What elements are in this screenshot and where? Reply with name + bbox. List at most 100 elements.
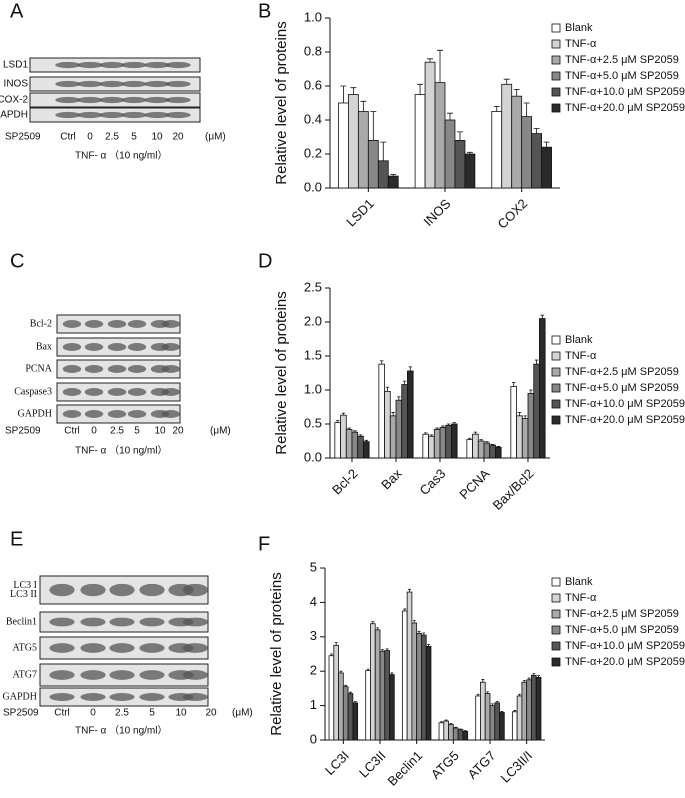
bar <box>357 435 364 459</box>
legend-label: TNF-α <box>565 350 597 362</box>
blot-band <box>182 643 208 653</box>
bar <box>401 610 408 741</box>
blot-band <box>182 617 208 627</box>
bar <box>539 318 546 459</box>
bar <box>377 160 389 189</box>
error-bar <box>473 431 478 435</box>
treatment-label: SP2509 <box>3 708 39 719</box>
blot-band <box>127 388 147 396</box>
error-bar <box>437 49 444 83</box>
error-bar <box>408 588 411 593</box>
blot-band <box>49 693 75 701</box>
bar <box>516 415 523 459</box>
error-bar <box>350 87 357 95</box>
error-bar <box>459 728 462 730</box>
error-bar <box>446 423 451 426</box>
y-tick-label: 0.0 <box>304 179 322 194</box>
x-tick-label: INOS <box>420 196 453 229</box>
bar <box>516 695 523 741</box>
blot-band <box>182 583 208 597</box>
x-tick-label: Cas3 <box>416 466 448 498</box>
bar <box>395 399 403 459</box>
y-tick-label: 0 <box>310 731 317 746</box>
bar <box>387 175 399 189</box>
blot-band <box>99 96 125 104</box>
error-bar <box>347 427 351 430</box>
error-bar <box>503 78 510 85</box>
error-bar <box>517 412 522 416</box>
error-bar <box>341 412 346 416</box>
x-tick-label: ATG7 <box>465 748 499 782</box>
error-bar <box>522 680 526 683</box>
blot-band <box>107 320 127 328</box>
y-tick-label: 1.0 <box>304 9 322 24</box>
bar <box>521 681 528 741</box>
blot-band <box>127 343 147 351</box>
blot-band <box>84 320 104 328</box>
error-bar <box>360 100 367 112</box>
error-bar <box>479 439 483 441</box>
bar <box>533 363 540 459</box>
error-bar <box>379 360 384 365</box>
bar <box>389 415 397 459</box>
error-bar <box>511 382 516 387</box>
bar <box>374 629 381 741</box>
blot-band <box>77 96 103 104</box>
blot-band <box>49 617 75 627</box>
protein-label: GAPDH <box>3 691 37 702</box>
error-bar <box>353 430 357 433</box>
error-bar <box>340 85 347 103</box>
treatment-label: SP2509 <box>5 426 41 437</box>
treatment-label: SP2509 <box>5 132 41 143</box>
legend-label: TNF-α+20.0 μM SP2059 <box>565 656 685 668</box>
protein-label: LC3 II <box>10 589 37 600</box>
panel-letter: F <box>258 533 270 555</box>
bar <box>494 702 500 741</box>
blot-band <box>62 410 82 418</box>
error-bar <box>534 359 539 365</box>
condition-label: TNF- α （10 ng/ml） <box>75 150 167 162</box>
error-bar <box>452 422 457 424</box>
error-bar <box>523 102 530 117</box>
blot-band <box>144 80 170 88</box>
error-bar <box>439 721 443 723</box>
blot-band <box>84 343 104 351</box>
blot-band <box>99 111 125 119</box>
bar <box>443 720 449 741</box>
bar <box>454 139 466 189</box>
error-bar <box>402 380 407 385</box>
blot-band <box>127 320 147 328</box>
lane-label: 10 <box>151 132 163 143</box>
bar <box>477 440 485 459</box>
bar <box>464 153 476 189</box>
lane-label: 2.5 <box>110 426 124 437</box>
protein-label: GAPDH <box>18 408 52 419</box>
bar <box>384 390 391 459</box>
lane-label: 20 <box>172 426 184 437</box>
blot-band <box>165 80 191 88</box>
blot-band <box>49 670 75 680</box>
legend-swatch <box>551 39 561 49</box>
blot-band <box>80 583 106 597</box>
bar <box>531 674 537 741</box>
blot-band <box>139 617 165 627</box>
lane-label: 20 <box>205 708 217 719</box>
error-bar <box>358 434 363 437</box>
error-bar <box>449 723 453 725</box>
blot-band <box>165 111 191 119</box>
lane-label: 2.5 <box>105 132 119 143</box>
legend-label: TNF-α+5.0 μM SP2059 <box>565 624 679 636</box>
bar <box>434 82 446 189</box>
x-tick-label: LSD1 <box>343 196 377 230</box>
error-bar <box>543 141 550 148</box>
error-bar <box>446 112 453 120</box>
y-tick-label: 3 <box>310 628 317 643</box>
legend-label: Blank <box>565 334 593 346</box>
legend-label: TNF-α+10.0 μM SP2059 <box>565 640 685 652</box>
legend-swatch <box>551 71 561 81</box>
blot-band <box>161 343 180 351</box>
lane-label: 5 <box>131 132 137 143</box>
x-tick-label: Bax/Bcl2 <box>490 466 537 513</box>
bar <box>357 111 369 189</box>
error-bar <box>523 415 527 419</box>
